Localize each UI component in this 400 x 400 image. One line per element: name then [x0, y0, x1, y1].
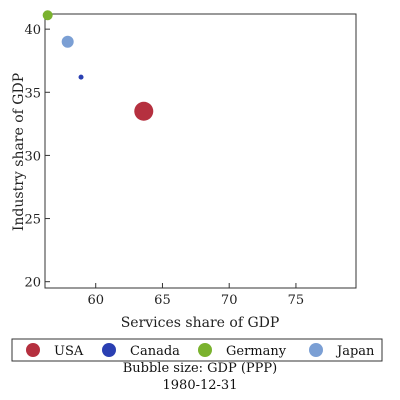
bubble-usa[interactable]	[134, 101, 154, 121]
y-tick-label: 35	[24, 86, 41, 101]
legend-label-canada: Canada	[130, 344, 180, 359]
legend-marker-canada	[102, 343, 116, 357]
legend-box	[11, 338, 383, 362]
y-axis-title: Industry share of GDP	[11, 73, 27, 231]
bubble-germany[interactable]	[42, 10, 53, 21]
y-tick-label: 20	[24, 276, 41, 291]
x-tick-label: 65	[154, 293, 171, 308]
x-tick-label: 60	[87, 293, 104, 308]
legend-marker-usa	[26, 343, 40, 357]
y-axis-ticks: 20 25 30 35 40	[24, 23, 50, 291]
plot-area	[44, 13, 357, 289]
legend: USA Canada Germany Japan	[26, 343, 375, 359]
legend-label-usa: USA	[54, 344, 84, 359]
legend-marker-germany	[198, 343, 212, 357]
bubble-size-note: Bubble size: GDP (PPP)	[122, 361, 278, 376]
y-tick-label: 30	[24, 149, 41, 164]
x-tick-label: 70	[221, 293, 238, 308]
legend-label-germany: Germany	[226, 344, 287, 359]
x-axis-title: Services share of GDP	[121, 315, 280, 331]
legend-marker-japan	[309, 343, 323, 357]
y-tick-label: 25	[24, 213, 41, 228]
bubble-canada[interactable]	[78, 74, 84, 80]
bubble-japan[interactable]	[61, 35, 74, 48]
legend-label-japan: Japan	[335, 344, 375, 359]
y-tick-label: 40	[24, 23, 41, 38]
x-axis-ticks: 60 65 70 75	[87, 283, 304, 308]
x-tick-label: 75	[288, 293, 305, 308]
data-points	[42, 10, 154, 121]
date-label: 1980-12-31	[162, 378, 238, 393]
